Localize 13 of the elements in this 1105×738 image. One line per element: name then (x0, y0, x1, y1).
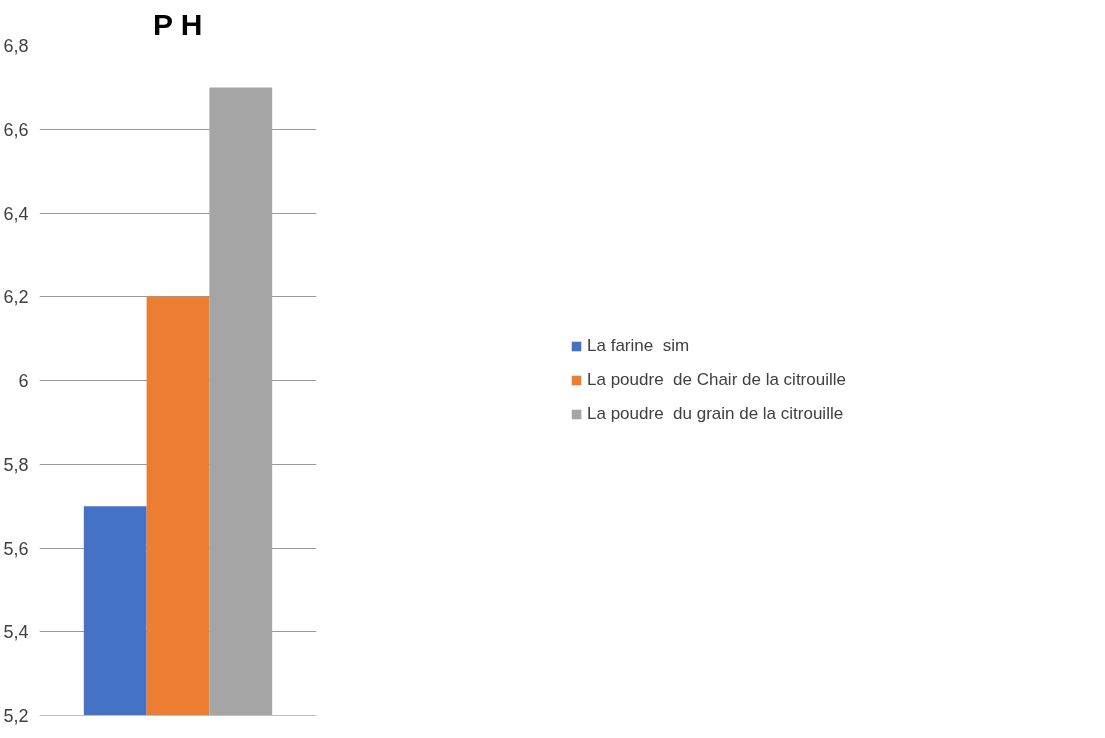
y-tick-label: 6,2 (3, 287, 29, 308)
y-tick-label: 5,6 (3, 538, 29, 559)
y-tick-label: 6,4 (3, 203, 29, 224)
y-tick-label: 5,4 (3, 622, 29, 643)
y-tick-label: 6 (18, 371, 29, 391)
chart-title: P H (153, 7, 203, 41)
y-tick-label: 6,8 (3, 36, 29, 56)
legend-label: La poudre de Chair de la citrouille (587, 370, 846, 390)
y-tick-label: 6,6 (3, 119, 29, 140)
y-tick-label: 5,2 (3, 706, 29, 726)
y-tick-label: 5,8 (3, 454, 29, 475)
legend-label: La farine sim (587, 336, 690, 356)
legend-label: La poudre du grain de la citrouille (587, 404, 844, 424)
